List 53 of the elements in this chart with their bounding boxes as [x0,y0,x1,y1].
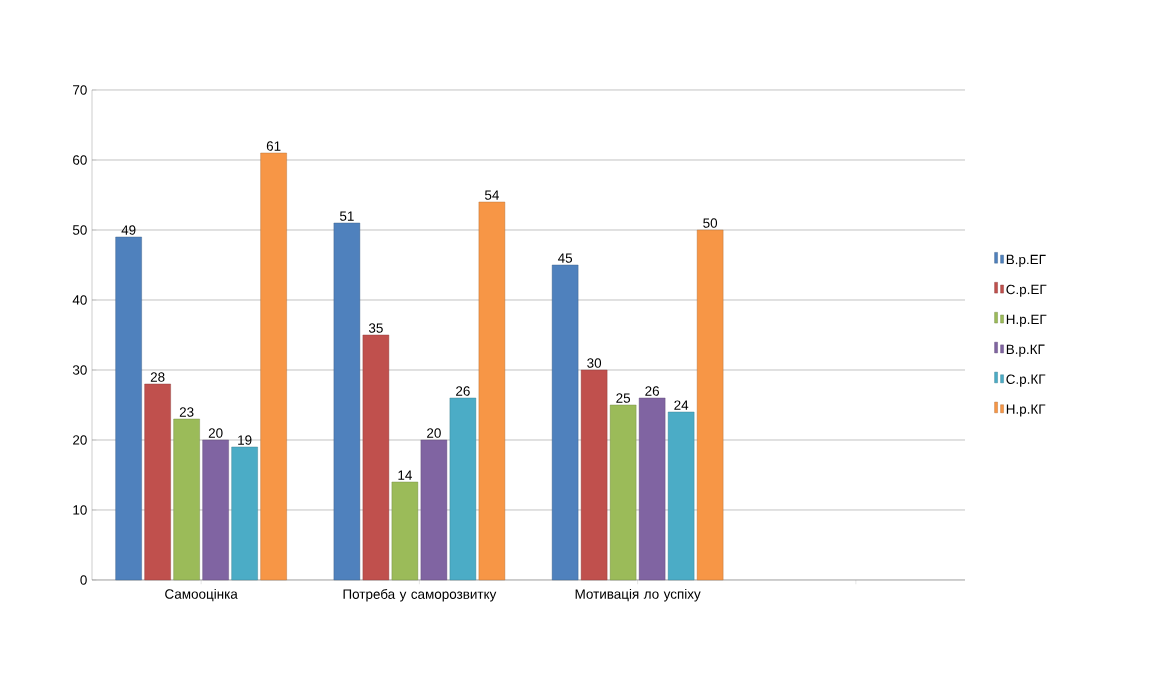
y-tick-label: 20 [73,435,87,445]
legend-label: Н.р.КГ [1006,404,1046,417]
y-tick-label: 30 [72,365,87,375]
y-tick-label: 70 [73,85,87,95]
bar [144,383,171,581]
legend-label: Н.р.ЕГ [1006,314,1047,327]
bar [667,411,695,581]
bar [449,397,477,581]
bar [696,229,724,581]
y-tick-label: 10 [73,505,87,515]
data-label: 23 [179,407,194,417]
bar [115,236,142,581]
data-label: 20 [208,428,223,438]
bar [551,264,579,581]
bar [362,334,390,581]
legend-label: В.р.КГ [1006,344,1045,357]
data-label: 54 [484,190,499,200]
x-tick-label: Самооцінка [165,588,238,602]
data-label: 35 [368,323,383,333]
bar [609,404,637,581]
data-label: 30 [587,358,602,368]
x-tick-label: Потреба у саморозвитку [343,588,497,602]
y-tick-label: 50 [72,225,87,235]
bar [478,201,506,581]
bar [231,446,258,581]
data-label: 49 [121,225,136,235]
y-tick-label: 60 [73,155,87,165]
legend-label: С.р.КГ [1006,374,1046,387]
bar [333,222,361,581]
bar [173,418,200,581]
data-label: 45 [557,253,573,263]
data-label: 24 [674,400,689,410]
data-label: 20 [427,428,441,438]
data-label: 51 [339,211,354,221]
data-label: 61 [266,141,281,151]
data-label: 25 [616,393,631,403]
data-label: 26 [456,386,470,396]
bar [420,439,448,581]
legend-label: С.р.ЕГ [1006,284,1047,297]
bar [202,439,229,581]
legend-label: В.р.ЕГ [1006,254,1046,267]
x-tick-label: Мотивація ло успіху [575,588,701,602]
bar [638,397,666,581]
y-tick-label: 0 [80,575,87,585]
y-tick-label: 40 [72,295,87,305]
data-label: 26 [645,386,660,396]
bar [260,152,287,581]
data-label: 19 [238,435,252,445]
data-label: 50 [703,218,718,228]
data-label: 14 [398,470,412,480]
bar [391,481,419,581]
data-label: 28 [150,372,165,382]
bar [580,369,608,581]
